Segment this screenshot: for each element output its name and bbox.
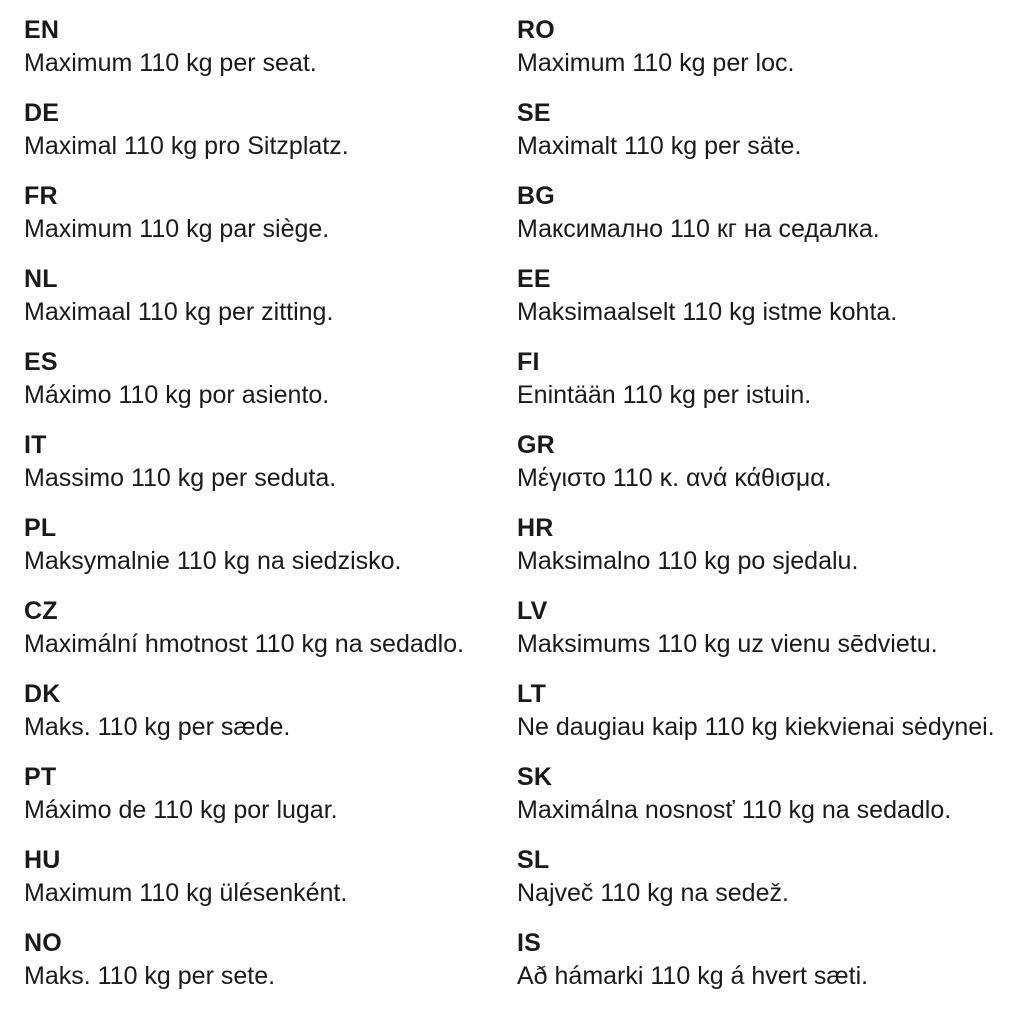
lang-block-lv: LV Maksimums 110 kg uz vienu sēdvietu. <box>517 595 1024 661</box>
language-text: Največ 110 kg na sedež. <box>517 879 789 907</box>
lang-block-cz: CZ Maximální hmotnost 110 kg na sedadlo. <box>24 595 517 661</box>
lang-block-is: IS Að hámarki 110 kg á hvert sæti. <box>517 927 1024 993</box>
language-text: Máximo de 110 kg por lugar. <box>24 796 338 824</box>
lang-block-ee: EE Maksimaalselt 110 kg istme kohta. <box>517 263 1024 329</box>
lang-block-es: ES Máximo 110 kg por asiento. <box>24 346 517 412</box>
language-code: RO <box>517 16 555 44</box>
language-code: CZ <box>24 597 58 625</box>
lang-block-hu: HU Maximum 110 kg ülésenként. <box>24 844 517 910</box>
lang-block-lt: LT Ne daugiau kaip 110 kg kiekvienai sėd… <box>517 678 1024 744</box>
language-code: DE <box>24 99 60 127</box>
language-text: Maksimums 110 kg uz vienu sēdvietu. <box>517 630 938 658</box>
language-code: FI <box>517 348 540 376</box>
language-code: IS <box>517 929 542 957</box>
language-code: LV <box>517 597 548 625</box>
lang-block-se: SE Maximalt 110 kg per säte. <box>517 97 1024 163</box>
language-text: Maksymalnie 110 kg na siedzisko. <box>24 547 402 575</box>
language-text: Maximum 110 kg ülésenként. <box>24 879 348 907</box>
language-code: SE <box>517 99 551 127</box>
lang-block-fr: FR Maximum 110 kg par siège. <box>24 180 517 246</box>
language-text: Maximaal 110 kg per zitting. <box>24 298 334 326</box>
lang-block-it: IT Massimo 110 kg per seduta. <box>24 429 517 495</box>
language-text: Μέγιστο 110 κ. ανά κάθισμα. <box>517 464 832 492</box>
language-text: Maks. 110 kg per sete. <box>24 962 276 990</box>
lang-block-sk: SK Maximálna nosnosť 110 kg na sedadlo. <box>517 761 1024 827</box>
language-code: HR <box>517 514 554 542</box>
language-code: SL <box>517 846 550 874</box>
language-text: Maksimalno 110 kg po sjedalu. <box>517 547 859 575</box>
lang-block-gr: GR Μέγιστο 110 κ. ανά κάθισμα. <box>517 429 1024 495</box>
language-text: Maksimaalselt 110 kg istme kohta. <box>517 298 898 326</box>
lang-block-dk: DK Maks. 110 kg per sæde. <box>24 678 517 744</box>
lang-block-sl: SL Največ 110 kg na sedež. <box>517 844 1024 910</box>
language-text: Massimo 110 kg per seduta. <box>24 464 337 492</box>
language-text: Maximálna nosnosť 110 kg na sedadlo. <box>517 796 952 824</box>
language-code: DK <box>24 680 61 708</box>
language-text: Maximum 110 kg par siège. <box>24 215 330 243</box>
language-text: Enintään 110 kg per istuin. <box>517 381 812 409</box>
lang-block-pl: PL Maksymalnie 110 kg na siedzisko. <box>24 512 517 578</box>
language-text: Ne daugiau kaip 110 kg kiekvienai sėdyne… <box>517 713 995 741</box>
language-code: ES <box>24 348 58 376</box>
right-column: RO Maximum 110 kg per loc. SE Maximalt 1… <box>517 14 1024 1010</box>
language-text: Maximalt 110 kg per säte. <box>517 132 802 160</box>
lang-block-hr: HR Maksimalno 110 kg po sjedalu. <box>517 512 1024 578</box>
lang-block-fi: FI Enintään 110 kg per istuin. <box>517 346 1024 412</box>
language-code: EN <box>24 16 60 44</box>
language-columns: EN Maximum 110 kg per seat. DE Maximal 1… <box>24 14 1024 1010</box>
language-code: PT <box>24 763 57 791</box>
language-text: Максимално 110 кг на седалка. <box>517 215 880 243</box>
language-code: SK <box>517 763 553 791</box>
lang-block-no: NO Maks. 110 kg per sete. <box>24 927 517 993</box>
lang-block-nl: NL Maximaal 110 kg per zitting. <box>24 263 517 329</box>
language-code: NL <box>24 265 58 293</box>
language-text: Maximum 110 kg per seat. <box>24 49 317 77</box>
lang-block-pt: PT Máximo de 110 kg por lugar. <box>24 761 517 827</box>
language-text: Maximum 110 kg per loc. <box>517 49 795 77</box>
language-code: LT <box>517 680 547 708</box>
language-text: Maximal 110 kg pro Sitzplatz. <box>24 132 349 160</box>
language-code: BG <box>517 182 555 210</box>
lang-block-de: DE Maximal 110 kg pro Sitzplatz. <box>24 97 517 163</box>
language-code: PL <box>24 514 57 542</box>
language-code: EE <box>517 265 551 293</box>
language-code: HU <box>24 846 61 874</box>
language-text: Að hámarki 110 kg á hvert sæti. <box>517 962 869 990</box>
left-column: EN Maximum 110 kg per seat. DE Maximal 1… <box>24 14 517 1010</box>
language-code: GR <box>517 431 555 459</box>
language-text: Maks. 110 kg per sæde. <box>24 713 291 741</box>
lang-block-en: EN Maximum 110 kg per seat. <box>24 14 517 80</box>
language-code: NO <box>24 929 62 957</box>
lang-block-ro: RO Maximum 110 kg per loc. <box>517 14 1024 80</box>
language-code: IT <box>24 431 47 459</box>
language-code: FR <box>24 182 58 210</box>
language-text: Máximo 110 kg por asiento. <box>24 381 330 409</box>
language-text: Maximální hmotnost 110 kg na sedadlo. <box>24 630 465 658</box>
lang-block-bg: BG Максимално 110 кг на седалка. <box>517 180 1024 246</box>
